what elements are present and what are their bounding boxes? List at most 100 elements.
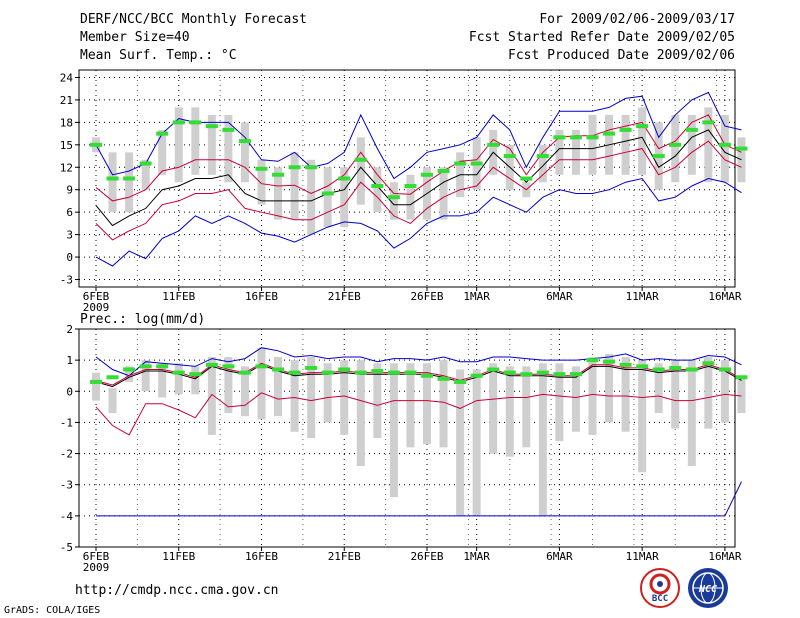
y-tick-label: 6 (66, 206, 73, 219)
observed-marker (387, 370, 400, 375)
observed-marker (553, 372, 566, 377)
x-tick-label: 16FEB (245, 290, 278, 303)
observed-marker (718, 142, 731, 147)
observed-marker (371, 369, 384, 374)
x-tick-label: 26FEB (410, 550, 443, 563)
ensemble-box (257, 347, 266, 420)
mean-line (95, 129, 742, 227)
ensemble-box (373, 167, 382, 213)
observed-marker (238, 370, 251, 375)
ensemble-box (108, 152, 117, 213)
observed-marker (603, 131, 616, 136)
min-line (96, 481, 742, 517)
ensemble-box (621, 357, 630, 432)
ensemble-box (720, 360, 729, 423)
ensemble-box (555, 129, 564, 175)
ensemble-box (555, 363, 564, 442)
observed-marker (288, 370, 301, 375)
ensemble-box (737, 375, 746, 414)
x-tick-label: 6FEB (83, 550, 110, 563)
observed-marker (735, 375, 748, 380)
observed-marker (636, 124, 649, 129)
x-tick-label: 6MAR (546, 550, 573, 563)
observed-marker (520, 372, 533, 377)
variable-label: Mean Surf. Temp.: °C (80, 48, 237, 63)
ensemble-box (671, 114, 680, 183)
observed-marker (718, 367, 731, 372)
ensemble-box (588, 114, 597, 175)
y-tick-label: -5 (60, 541, 73, 554)
ensemble-box (671, 360, 680, 429)
observed-marker (189, 372, 202, 377)
ensemble-box (274, 167, 283, 220)
observed-marker (569, 135, 582, 140)
min-line (95, 177, 742, 267)
y-tick-label: 9 (66, 184, 73, 197)
observed-marker (636, 364, 649, 369)
observed-marker (189, 120, 202, 125)
ensemble-box (207, 357, 216, 435)
upper-line (95, 362, 742, 386)
observed-marker (387, 195, 400, 200)
observed-marker (735, 146, 748, 151)
observed-marker (338, 367, 351, 372)
y-tick-label: -3 (60, 274, 73, 287)
y-tick-label: -3 (60, 479, 73, 492)
ensemble-box (125, 366, 134, 382)
ensemble-box (307, 357, 316, 438)
ensemble-box (720, 114, 729, 183)
observed-marker (123, 367, 136, 372)
ensemble-box (224, 357, 233, 414)
observed-marker (487, 367, 500, 372)
observed-marker (702, 120, 715, 125)
y-tick-label: -1 (60, 416, 73, 429)
observed-marker (106, 375, 119, 380)
observed-marker (437, 169, 450, 174)
ensemble-box (638, 107, 647, 175)
ensemble-box (687, 360, 696, 467)
plot-frame (78, 69, 736, 288)
produced-date-label: Fcst Produced Date 2009/02/06 (508, 48, 735, 63)
ensemble-box (571, 129, 580, 175)
ncc-logo: NCC (688, 568, 728, 608)
observed-marker (685, 127, 698, 132)
y-tick-label: 18 (60, 116, 73, 129)
ensemble-box (125, 152, 134, 213)
lower-line (95, 140, 742, 241)
observed-marker (470, 373, 483, 378)
y-tick-label: 12 (60, 161, 73, 174)
x-tick-label: 21FEB (328, 290, 361, 303)
x-tick-label: 1MAR (463, 550, 490, 563)
x-tick-label: 11MAR (626, 290, 659, 303)
x-tick-label: 26FEB (410, 290, 443, 303)
observed-marker (421, 172, 433, 177)
observed-marker (139, 364, 152, 369)
observed-marker (90, 142, 102, 147)
mean-line (95, 364, 742, 388)
y-tick-label: 15 (60, 139, 73, 152)
observed-marker (487, 142, 500, 147)
ensemble-box (538, 144, 547, 183)
ensemble-box (389, 363, 398, 498)
observed-marker (272, 172, 285, 177)
ensemble-box (290, 360, 299, 432)
observed-marker (172, 120, 185, 125)
observed-marker (205, 362, 218, 367)
ensemble-box (174, 107, 183, 183)
ensemble-box (638, 360, 647, 473)
ensemble-box (340, 360, 349, 435)
x-tick-label: 11FEB (162, 290, 195, 303)
max-line (95, 91, 742, 180)
observed-marker (619, 127, 632, 132)
observed-marker (437, 376, 450, 381)
ensemble-box (389, 182, 398, 220)
observed-marker (255, 166, 268, 171)
observed-marker (156, 131, 169, 136)
bcc-logo-text: BCC (652, 594, 668, 604)
observed-marker (354, 370, 367, 375)
observed-marker (421, 373, 433, 378)
observed-marker (520, 176, 533, 181)
source-url-link[interactable]: http://cmdp.ncc.cma.gov.cn (75, 583, 279, 598)
ensemble-box (274, 357, 283, 417)
observed-marker (222, 127, 235, 132)
